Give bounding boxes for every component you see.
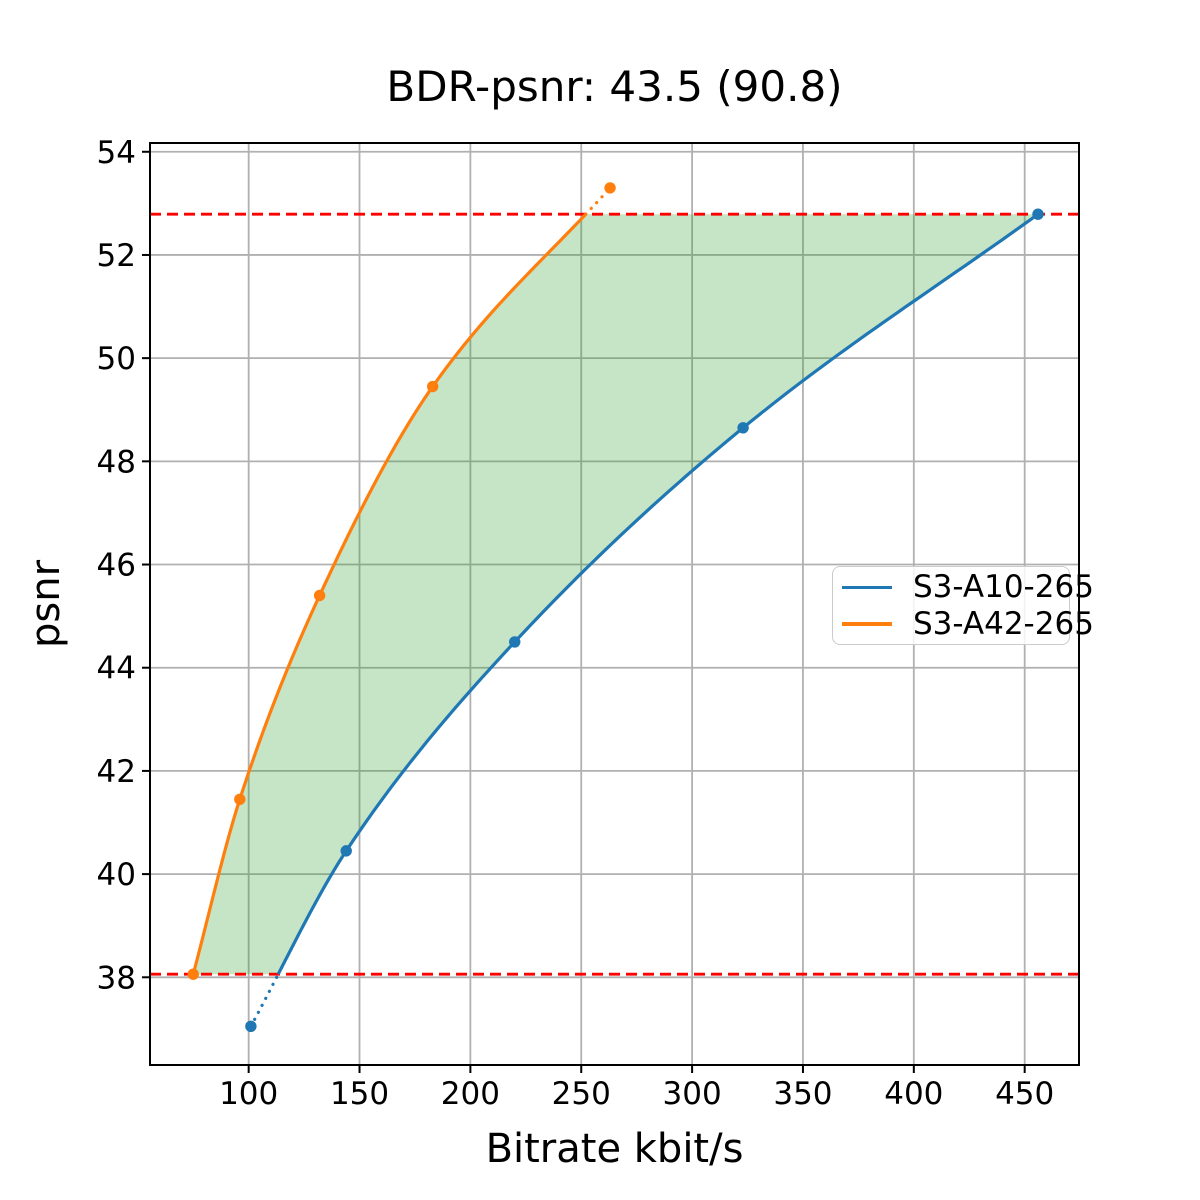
data-point-s3-a10-265	[509, 636, 521, 648]
legend-entry-s3-a10-265: S3-A10-265	[833, 569, 1094, 605]
y-tick-label: 46	[97, 548, 136, 584]
curve-dotted-s3-a10-265	[249, 972, 280, 1028]
x-tick-label: 300	[663, 1076, 722, 1112]
x-tick-label: 150	[330, 1076, 389, 1112]
y-tick-label: 42	[97, 754, 136, 790]
y-tick-label: 52	[97, 238, 136, 274]
y-tick-label: 50	[97, 341, 136, 377]
data-point-s3-a10-265	[340, 845, 352, 857]
y-tick-label: 44	[97, 651, 136, 687]
curve-s3-a42-265	[191, 213, 587, 975]
curve-s3-a10-265	[276, 212, 1039, 975]
y-tick-label: 40	[97, 857, 136, 893]
bd-shaded-region	[193, 214, 1038, 975]
data-point-s3-a10-265	[245, 1020, 257, 1033]
x-tick-label: 250	[552, 1076, 611, 1112]
data-point-s3-a42-265	[234, 793, 246, 805]
x-tick-label: 200	[441, 1076, 500, 1112]
y-tick-label: 54	[97, 135, 136, 171]
axes-frame	[149, 142, 1080, 1066]
data-point-s3-a10-265	[1032, 208, 1044, 220]
legend-line-swatch-blue	[842, 585, 892, 589]
data-point-s3-a42-265	[604, 182, 616, 194]
x-tick-label: 400	[884, 1076, 943, 1112]
y-tick-label: 48	[97, 444, 136, 480]
chart-title: BDR-psnr: 43.5 (90.8)	[386, 62, 843, 111]
y-tick-label: 38	[97, 960, 136, 996]
curve-dotted-s3-a42-265	[584, 186, 612, 216]
data-point-s3-a42-265	[313, 589, 326, 602]
legend-line-swatch-orange	[842, 622, 892, 626]
x-axis-label: Bitrate kbit/s	[485, 1126, 744, 1172]
x-tick-label: 350	[773, 1076, 832, 1112]
legend-label: S3-A42-265	[913, 605, 1094, 642]
x-tick-label: 100	[219, 1076, 278, 1112]
legend: S3-A10-265 S3-A42-265	[832, 566, 1094, 645]
data-point-s3-a10-265	[737, 422, 749, 434]
legend-label: S3-A10-265	[913, 569, 1094, 606]
data-point-s3-a42-265	[426, 380, 439, 393]
legend-entry-s3-a42-265: S3-A42-265	[833, 606, 1094, 642]
data-point-s3-a42-265	[187, 968, 199, 980]
x-tick-label: 450	[995, 1076, 1054, 1112]
